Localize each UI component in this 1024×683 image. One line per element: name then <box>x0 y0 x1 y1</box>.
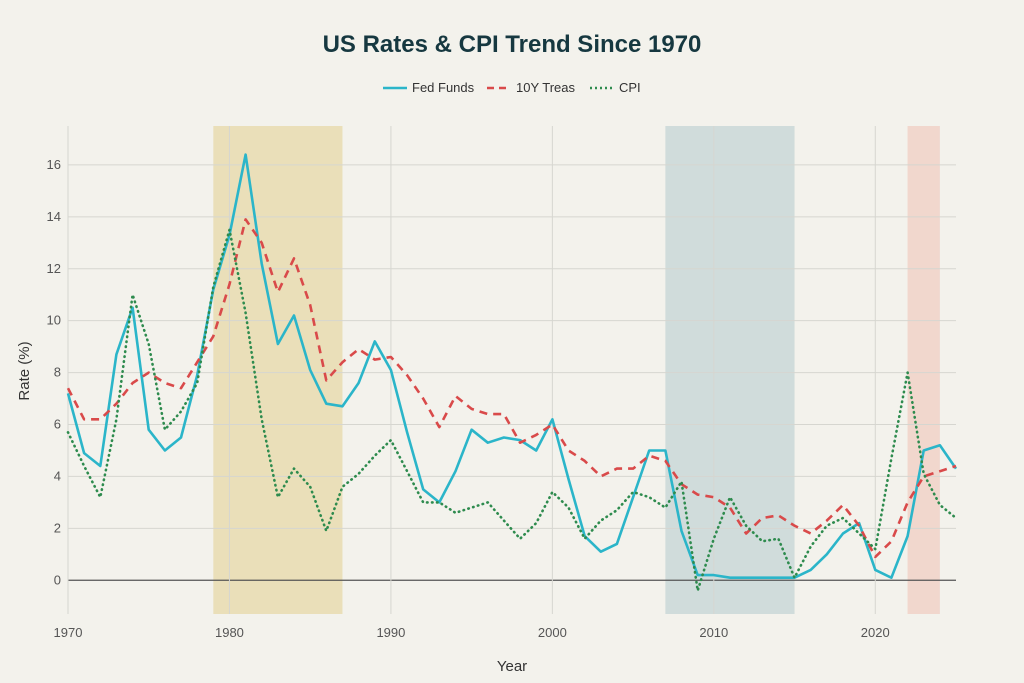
legend-label-cpi: CPI <box>619 80 641 95</box>
y-tick-label-6: 6 <box>54 417 61 432</box>
y-tick-label-16: 16 <box>47 157 61 172</box>
y-tick-label-12: 12 <box>47 261 61 276</box>
y-tick-label-14: 14 <box>47 209 61 224</box>
axis-ticks: 0 2 4 6 8 10 12 14 16 1970 1980 1990 2000 2010 2020 <box>47 157 890 640</box>
series-line-cpi <box>66 228 958 592</box>
shaded-regions <box>213 126 940 614</box>
y-tick-label-4: 4 <box>54 468 61 483</box>
x-axis-label: Year <box>497 658 527 675</box>
y-tick-label-2: 2 <box>54 520 61 535</box>
series-lines <box>66 153 958 592</box>
y-axis-label: Rate (%) <box>16 341 33 400</box>
x-tick-label-2020: 2020 <box>861 625 890 640</box>
series-line-fed-funds <box>66 153 958 580</box>
series-line-10y-treas <box>66 218 957 559</box>
shaded-region-2 <box>665 126 795 614</box>
y-tick-label-10: 10 <box>47 313 61 328</box>
legend: Fed Funds 10Y Treas CPI <box>383 80 641 95</box>
x-tick-label-1970: 1970 <box>54 625 83 640</box>
legend-label-10y-treas: 10Y Treas <box>516 80 576 95</box>
chart-title: US Rates & CPI Trend Since 1970 <box>323 31 702 58</box>
x-tick-label-2010: 2010 <box>699 625 728 640</box>
x-tick-label-2000: 2000 <box>538 625 567 640</box>
x-tick-label-1980: 1980 <box>215 625 244 640</box>
shaded-region-1 <box>213 126 343 614</box>
shaded-region-3 <box>907 126 940 614</box>
y-tick-label-0: 0 <box>54 572 61 587</box>
x-tick-label-1990: 1990 <box>376 625 405 640</box>
y-tick-label-8: 8 <box>54 365 61 380</box>
legend-label-fed-funds: Fed Funds <box>412 80 475 95</box>
grid <box>67 126 956 614</box>
